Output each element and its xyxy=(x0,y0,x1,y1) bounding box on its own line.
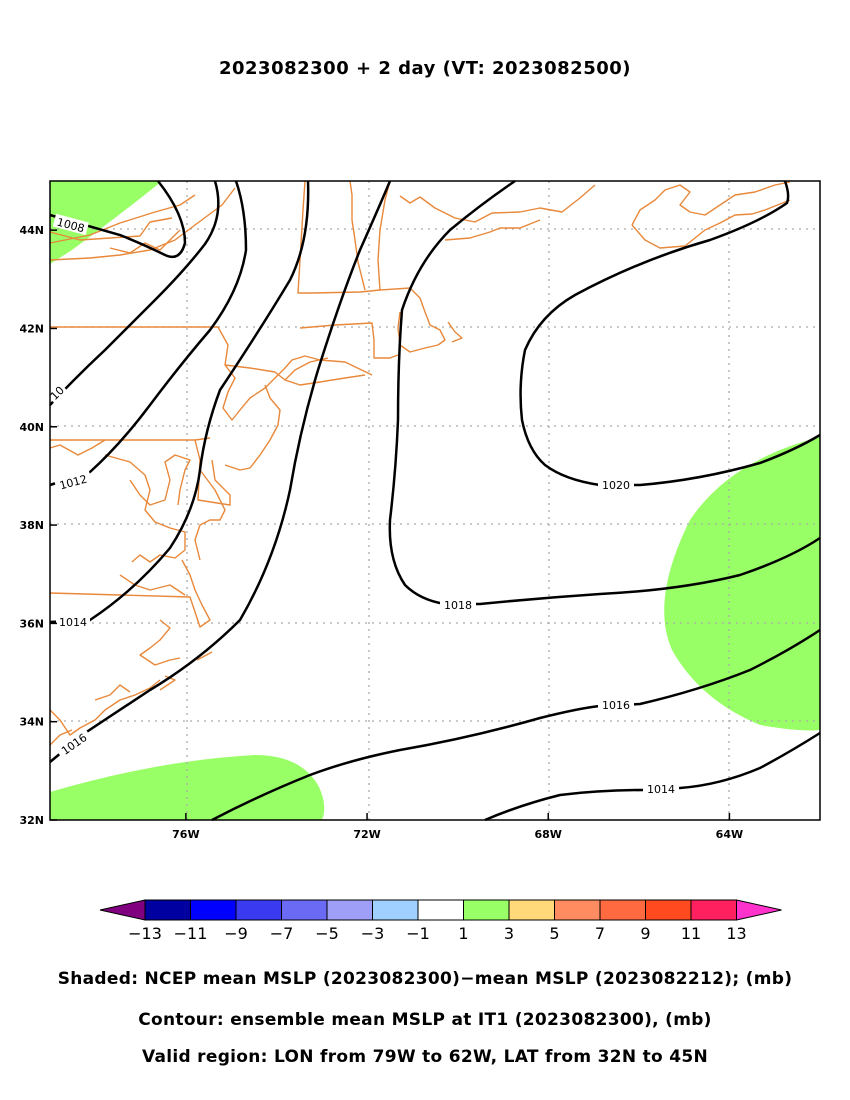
colorbar-label: 13 xyxy=(726,924,746,943)
colorbar-label: −3 xyxy=(361,924,385,943)
y-tick-label: 38N xyxy=(19,519,44,532)
contour-label-1014-south: 1014 xyxy=(647,783,675,796)
y-tick-label: 44N xyxy=(19,224,44,237)
colorbar-arrow-right xyxy=(736,899,782,921)
colorbar-arrow-left xyxy=(99,899,146,921)
contour-1016-south xyxy=(211,628,821,822)
colorbar-box xyxy=(235,899,282,921)
colorbar-label: 9 xyxy=(640,924,650,943)
contour-label-1018: 1018 xyxy=(444,599,472,612)
caption-region: Valid region: LON from 79W to 62W, LAT f… xyxy=(141,1047,709,1067)
colorbar-label: −11 xyxy=(174,924,208,943)
shaded-region-southwest xyxy=(50,755,325,820)
colorbar-box xyxy=(372,899,419,921)
colorbar-label: −9 xyxy=(224,924,248,943)
colorbar-box xyxy=(190,899,237,921)
x-tick-label: 72W xyxy=(353,828,380,841)
axis-ticks: 76W 72W 68W 64W 32N 34N 36N 38N 40N 42N 44N xyxy=(19,224,743,841)
colorbar-label: 3 xyxy=(504,924,514,943)
colorbar-label: 7 xyxy=(595,924,605,943)
colorbar-box xyxy=(599,899,646,921)
colorbar-box xyxy=(463,899,510,921)
shaded-anomaly-layer xyxy=(50,181,820,820)
colorbar-label: 5 xyxy=(549,924,559,943)
contour-1018 xyxy=(388,179,821,606)
colorbar-box xyxy=(281,899,328,921)
y-tick-label: 42N xyxy=(19,322,44,335)
colorbar-box xyxy=(690,899,737,921)
contour-label-1020: 1020 xyxy=(602,479,630,492)
colorbar-label: −13 xyxy=(128,924,162,943)
colorbar-box xyxy=(645,899,692,921)
contour-1012 xyxy=(49,180,248,487)
colorbar-label: −7 xyxy=(270,924,294,943)
y-tick-label: 40N xyxy=(19,421,44,434)
coastline-layer xyxy=(49,180,791,746)
x-tick-label: 64W xyxy=(716,828,743,841)
map-frame xyxy=(49,180,821,821)
caption-contour: Contour: ensemble mean MSLP at IT1 (2023… xyxy=(138,1010,712,1030)
colorbar-label: −5 xyxy=(315,924,339,943)
mslp-contours xyxy=(49,179,821,822)
contour-label-1016-south: 1016 xyxy=(602,699,630,712)
contour-1010 xyxy=(49,180,220,406)
x-tick-label: 76W xyxy=(172,828,199,841)
contour-1014-south xyxy=(484,731,821,822)
colorbar-box xyxy=(417,899,464,921)
y-tick-label: 34N xyxy=(19,716,44,729)
contour-label-1012: 1012 xyxy=(58,473,88,493)
colorbar-label: −1 xyxy=(406,924,430,943)
colorbar: −13 −11 −9 −7 −5 −3 −1 1 3 5 7 9 11 13 xyxy=(99,899,782,943)
contour-1016-west xyxy=(49,180,392,763)
colorbar-box xyxy=(554,899,601,921)
contour-1020 xyxy=(519,180,821,487)
colorbar-box xyxy=(144,899,191,921)
shaded-region-east xyxy=(664,437,820,731)
caption-shaded: Shaded: NCEP mean MSLP (2023082300)−mean… xyxy=(57,969,793,989)
x-tick-label: 68W xyxy=(535,828,562,841)
contour-label-1014-west: 1014 xyxy=(59,616,87,629)
y-tick-label: 32N xyxy=(19,814,44,827)
colorbar-box xyxy=(326,899,373,921)
colorbar-label: 1 xyxy=(458,924,468,943)
contour-1008 xyxy=(49,180,187,259)
contour-1014-west xyxy=(49,180,310,624)
plot-title: 2023082300 + 2 day (VT: 2023082500) xyxy=(218,58,631,79)
colorbar-label: 11 xyxy=(681,924,701,943)
shaded-region-northwest xyxy=(50,181,162,264)
y-tick-label: 36N xyxy=(19,617,44,630)
colorbar-box xyxy=(508,899,555,921)
grid-lines xyxy=(50,181,820,820)
